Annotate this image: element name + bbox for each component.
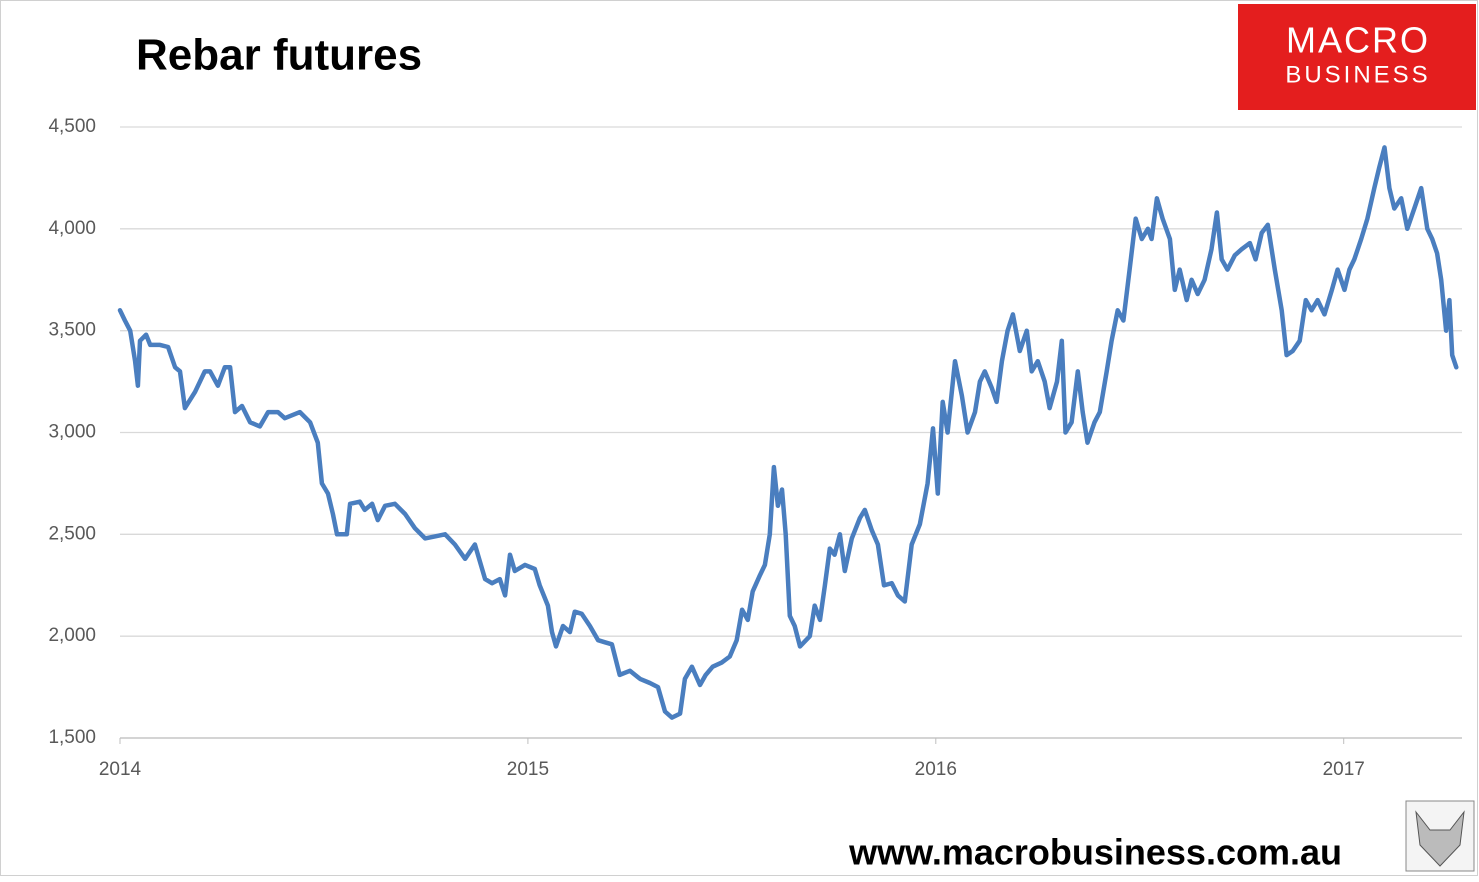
x-tick-label: 2015 xyxy=(507,759,549,780)
x-tick-label: 2017 xyxy=(1323,759,1365,780)
logo-background xyxy=(1238,4,1476,110)
y-tick-label: 4,000 xyxy=(48,218,96,239)
y-tick-label: 3,500 xyxy=(48,320,96,341)
y-tick-label: 1,500 xyxy=(48,727,96,748)
chart-title: Rebar futures xyxy=(136,31,422,80)
price-line xyxy=(117,145,1459,720)
fox-icon xyxy=(1405,800,1475,872)
x-tick-label: 2014 xyxy=(99,759,142,780)
y-tick-label: 2,500 xyxy=(48,523,96,544)
plot-area: 1,500 2,000 2,500 3,000 3,500 4,000 4,500 2014 2… xyxy=(48,116,1462,780)
website: www.macrobusiness.com.au xyxy=(848,832,1342,873)
logo-bottom: BUSINESS xyxy=(1285,61,1430,88)
fox-face xyxy=(1415,810,1465,867)
logo-top: MACRO xyxy=(1286,20,1430,61)
y-tick-label: 3,000 xyxy=(48,422,96,443)
y-tick-label: 4,500 xyxy=(48,116,96,137)
y-tick-label: 2,000 xyxy=(48,625,96,646)
x-tick-label: 2016 xyxy=(915,759,957,780)
logo: MACRO BUSINESS xyxy=(1238,4,1476,110)
